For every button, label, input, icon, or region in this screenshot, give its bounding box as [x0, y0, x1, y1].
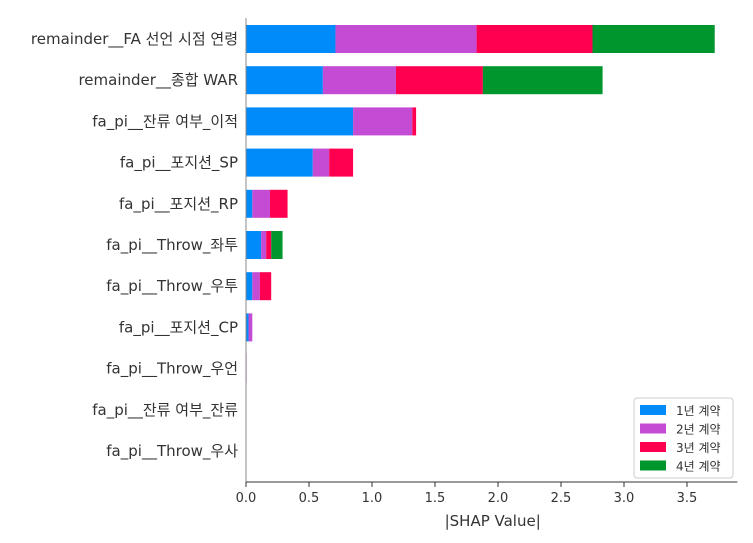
bar-segment	[246, 313, 249, 342]
bar-segment	[266, 231, 272, 259]
x-tick-label: 3.5	[677, 491, 698, 506]
bar-segment	[246, 66, 323, 95]
bar-segment	[246, 25, 336, 53]
bar-segment	[271, 231, 283, 259]
bar-segment	[269, 189, 288, 218]
legend: 1년 계약 2년 계약 3년 계약 4년 계약	[633, 397, 734, 479]
y-tick-label: fa_pi__Throw_좌투	[106, 236, 238, 255]
bar-segment	[261, 231, 267, 259]
bar-segment	[246, 189, 253, 218]
legend-frame	[633, 397, 734, 479]
y-tick-label: fa_pi__포지션_SP	[120, 154, 238, 173]
bar-segment	[482, 66, 603, 95]
legend-label: 4년 계약	[676, 459, 721, 474]
x-tick-label: 0.0	[236, 491, 257, 506]
bar-segment	[592, 25, 715, 53]
bar-segment	[248, 313, 253, 342]
bar-segment	[252, 272, 260, 301]
bar-segment	[322, 66, 396, 95]
bar-segment	[395, 66, 483, 95]
legend-label: 3년 계약	[676, 440, 721, 455]
bar-segment	[259, 272, 272, 301]
bar-segment	[252, 189, 270, 218]
x-axis-ticks: 0.0 0.5 1.0 1.5 2.0 2.5 3.0 3.5	[236, 482, 698, 506]
x-tick-label: 1.5	[425, 491, 446, 506]
y-tick-label: remainder__FA 선언 시점 연령	[31, 30, 238, 49]
y-tick-label: fa_pi__잔류 여부_이적	[92, 112, 238, 131]
bar-segment	[335, 25, 477, 53]
bars-group	[246, 25, 715, 383]
x-tick-label: 2.0	[488, 491, 509, 506]
bar-segment	[246, 272, 253, 301]
legend-swatch	[640, 442, 666, 452]
bar-segment	[246, 107, 354, 136]
legend-swatch	[640, 460, 666, 471]
y-tick-label: fa_pi__Throw_우사	[106, 442, 238, 461]
legend-swatch	[640, 405, 666, 415]
bar-segment	[476, 25, 593, 53]
bar-segment	[246, 231, 262, 259]
bar-segment	[246, 148, 313, 177]
x-tick-label: 3.0	[614, 491, 635, 506]
y-tick-label: fa_pi__Throw_우투	[106, 277, 238, 296]
bar-segment	[412, 107, 417, 136]
y-axis-labels: remainder__FA 선언 시점 연령 remainder__종합 WAR f…	[31, 30, 238, 461]
y-tick-label: remainder__종합 WAR	[78, 71, 238, 90]
y-tick-label: fa_pi__포지션_RP	[119, 195, 238, 214]
x-axis-label: |SHAP Value|	[445, 512, 541, 530]
legend-label: 2년 계약	[676, 422, 721, 437]
bar-segment	[312, 148, 330, 177]
y-tick-label: fa_pi__Throw_우언	[106, 360, 238, 379]
x-tick-label: 1.0	[362, 491, 383, 506]
bar-segment	[353, 107, 413, 136]
legend-label: 1년 계약	[676, 403, 721, 418]
y-tick-label: fa_pi__잔류 여부_잔류	[92, 401, 238, 420]
bar-segment	[329, 148, 354, 177]
x-tick-label: 0.5	[299, 491, 320, 506]
y-tick-label: fa_pi__포지션_CP	[119, 318, 238, 337]
legend-swatch	[640, 423, 666, 434]
x-tick-label: 2.5	[551, 491, 572, 506]
